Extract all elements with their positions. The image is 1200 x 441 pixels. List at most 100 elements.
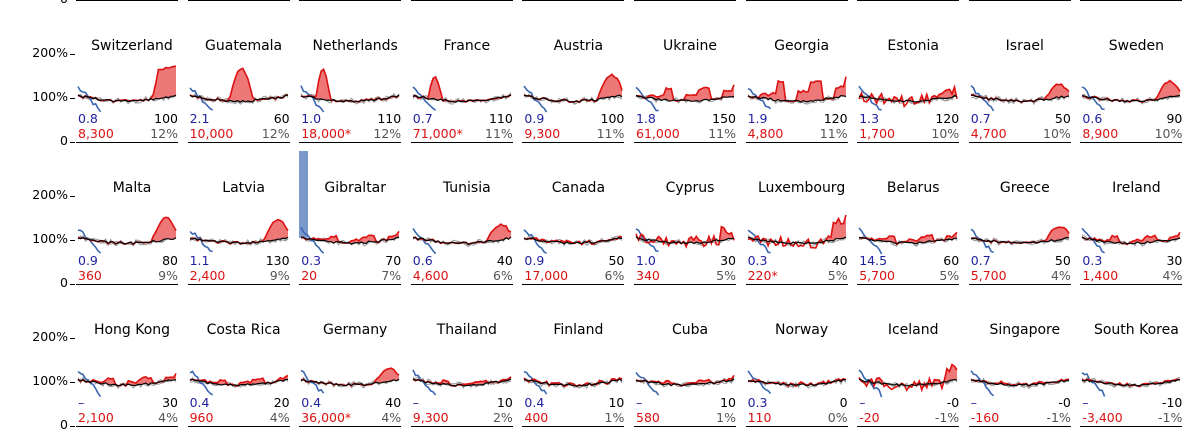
baseline-line bbox=[301, 236, 400, 245]
country-sparkline bbox=[634, 225, 736, 285]
excess-deaths: 360 bbox=[78, 268, 102, 283]
current-year-line bbox=[858, 84, 958, 109]
baseline-line bbox=[859, 236, 958, 245]
top-row-axis-line bbox=[968, 0, 1071, 1]
country-title: Singapore bbox=[989, 322, 1061, 338]
excess-deaths: 4,700 bbox=[970, 126, 1007, 141]
prior-period-line bbox=[635, 372, 660, 396]
y-tick-mark bbox=[70, 142, 75, 143]
country-panel: Hong Kong – 30 2,100 4% bbox=[76, 322, 188, 427]
baseline-line bbox=[412, 378, 512, 387]
excess-area bbox=[524, 74, 623, 102]
excess-deaths: 2,100 bbox=[78, 410, 114, 425]
country-title: Guatemala bbox=[205, 38, 283, 54]
country-title: Ukraine bbox=[662, 38, 718, 54]
excess-per-100k: 30 bbox=[720, 253, 736, 268]
prior-period-line bbox=[635, 228, 659, 252]
baseline-line bbox=[524, 378, 623, 387]
country-title: Belarus bbox=[886, 180, 940, 196]
baseline-line bbox=[635, 94, 735, 102]
excess-percent: 4% bbox=[158, 410, 178, 425]
country-title: Costa Rica bbox=[206, 322, 281, 338]
country-panel: Tunisia 0.6 40 4,600 6% bbox=[410, 180, 523, 285]
baseline-line bbox=[859, 94, 958, 103]
top-row-axis-line bbox=[634, 0, 736, 1]
baseline-line bbox=[300, 378, 400, 387]
prior-excess-ratio: 0.6 bbox=[412, 253, 433, 268]
baseline-line bbox=[189, 236, 288, 245]
country-sparkline bbox=[968, 370, 1071, 427]
excess-deaths: 110 bbox=[747, 410, 772, 425]
excess-per-100k: -10 bbox=[1161, 395, 1183, 410]
excess-deaths: 2,400 bbox=[189, 268, 226, 283]
y-tick-label-top-zero: 0 bbox=[8, 0, 68, 6]
country-title: Thailand bbox=[436, 322, 497, 338]
prior-excess-ratio: 0.4 bbox=[189, 395, 210, 410]
country-panel: Germany 0.4 40 36,000* 4% bbox=[299, 322, 411, 427]
country-sparkline bbox=[634, 84, 736, 143]
reference-year-line bbox=[300, 93, 400, 105]
excess-percent: 1% bbox=[716, 410, 736, 425]
prior-excess-ratio: 2.1 bbox=[189, 111, 210, 126]
baseline-line bbox=[300, 94, 400, 103]
excess-percent: 11% bbox=[596, 126, 625, 141]
excess-per-100k: 100 bbox=[600, 111, 625, 126]
country-sparkline bbox=[187, 218, 290, 285]
prior-period-line bbox=[1082, 86, 1106, 111]
country-sparkline bbox=[187, 67, 290, 143]
country-sparkline bbox=[857, 84, 960, 143]
excess-per-100k: 90 bbox=[1166, 111, 1183, 126]
excess-per-100k: 50 bbox=[1054, 253, 1071, 268]
y-tick-label: 200% bbox=[32, 329, 68, 344]
country-panel: France 0.7 110 71,000* 11% bbox=[410, 38, 523, 143]
y-tick-mark bbox=[70, 54, 75, 55]
country-sparkline bbox=[410, 223, 513, 285]
country-sparkline bbox=[745, 370, 848, 427]
country-title: Austria bbox=[553, 38, 604, 54]
y-tick-mark bbox=[70, 426, 75, 427]
country-panel: Ireland 0.3 30 1,400 4% bbox=[1080, 180, 1192, 285]
prior-excess-ratio: – bbox=[859, 395, 866, 410]
y-tick-mark bbox=[70, 98, 75, 99]
y-tick-mark bbox=[70, 284, 75, 285]
country-title: South Korea bbox=[1093, 322, 1179, 338]
country-sparkline bbox=[1080, 79, 1183, 143]
country-panel: Netherlands 1.0 110 18,000* 12% bbox=[299, 38, 411, 143]
y-tick-mark bbox=[70, 196, 75, 197]
excess-percent: -1% bbox=[1158, 410, 1183, 425]
current-year-line bbox=[301, 230, 400, 244]
prior-excess-ratio: 0.3 bbox=[1082, 253, 1103, 268]
country-sparkline bbox=[1080, 227, 1183, 285]
excess-deaths: 5,700 bbox=[859, 268, 895, 283]
prior-excess-ratio: – bbox=[970, 395, 978, 410]
prior-excess-ratio: 0.4 bbox=[524, 395, 545, 410]
excess-per-100k: 10 bbox=[720, 395, 736, 410]
prior-excess-ratio: 1.8 bbox=[636, 111, 656, 126]
country-title: Cuba bbox=[671, 322, 709, 338]
excess-percent: 2% bbox=[492, 410, 513, 425]
top-row-axis-line bbox=[187, 0, 290, 1]
excess-percent: 4% bbox=[269, 410, 290, 425]
excess-percent: 5% bbox=[939, 268, 960, 283]
excess-per-100k: 120 bbox=[823, 111, 848, 126]
excess-per-100k: 40 bbox=[385, 395, 402, 410]
prior-excess-ratio: 14.5 bbox=[859, 253, 888, 268]
baseline-line bbox=[524, 94, 623, 103]
excess-percent: 6% bbox=[492, 268, 513, 283]
excess-percent: 11% bbox=[708, 126, 736, 141]
excess-per-100k: 110 bbox=[377, 111, 402, 126]
prior-period-line bbox=[747, 229, 771, 254]
country-sparkline bbox=[968, 83, 1071, 143]
country-title: Hong Kong bbox=[93, 322, 171, 338]
current-year-line bbox=[747, 214, 847, 249]
excess-percent: 10% bbox=[1154, 126, 1183, 141]
baseline-line bbox=[858, 378, 958, 387]
excess-deaths: 220* bbox=[747, 268, 778, 283]
excess-percent: 10% bbox=[1043, 126, 1071, 141]
country-sparkline bbox=[745, 214, 848, 285]
top-row-axis-line bbox=[522, 0, 625, 1]
country-title: Tunisia bbox=[442, 180, 491, 196]
excess-per-100k: -0 bbox=[1058, 395, 1071, 410]
excess-percent: 12% bbox=[150, 126, 178, 141]
